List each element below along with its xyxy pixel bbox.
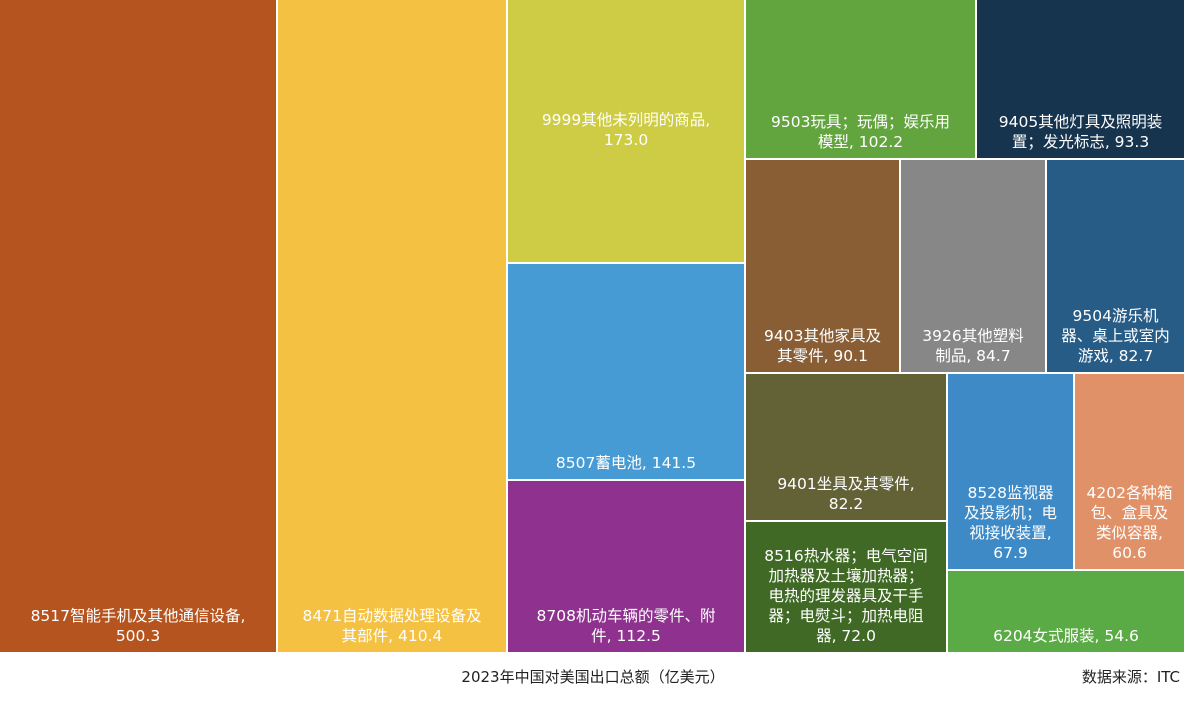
tile-label: 9405其他灯具及照明装	[998, 113, 1163, 131]
treemap-tile: 8708机动车辆的零件、附 件, 112.5	[508, 481, 746, 654]
tile-value: 包、盒具及 类似容器, 60.6	[1090, 504, 1169, 562]
tile-value: 件, 112.5	[591, 627, 661, 645]
tile-label: 9999其他未列明的商品,	[541, 111, 711, 129]
tile-label: 8471自动数据处理设备及	[302, 607, 482, 625]
treemap-tile: 9401坐具及其零件, 82.2	[746, 374, 948, 522]
treemap-tile: 3926其他塑料 制品, 84.7	[901, 160, 1047, 374]
tile-value: 置；发光标志, 93.3	[1011, 133, 1150, 151]
treemap-tile: 8528监视器及投影机；电 视接收装置, 67.9	[948, 374, 1075, 571]
tile-value: 制品, 84.7	[935, 347, 1011, 365]
tile-label: 8507蓄电池, 141.5	[555, 454, 697, 472]
tile-value: 模型, 102.2	[817, 133, 904, 151]
treemap-tile: 9504游乐机器、桌上或室内 游戏, 82.7	[1047, 160, 1186, 374]
tile-value: 500.3	[115, 627, 161, 645]
treemap-tile: 9405其他灯具及照明装 置；发光标志, 93.3	[977, 0, 1186, 160]
treemap-tile: 6204女式服装, 54.6	[948, 571, 1186, 654]
tile-label: 3926其他塑料	[922, 327, 1024, 345]
tile-label: 8528监视器	[967, 484, 1054, 502]
treemap-tile: 4202各种箱包、盒具及 类似容器, 60.6	[1075, 374, 1186, 571]
tile-value: 173.0	[603, 131, 649, 149]
tile-label: 8517智能手机及其他通信设备,	[30, 607, 246, 625]
tile-value: 及投影机；电 视接收装置, 67.9	[963, 504, 1057, 562]
treemap-tile: 8471自动数据处理设备及 其部件, 410.4	[278, 0, 508, 654]
tile-value: 其零件, 90.1	[777, 347, 868, 365]
chart-caption: 2023年中国对美国出口总额（亿美元）	[461, 668, 725, 686]
treemap-tile: 9503玩具；玩偶；娱乐用 模型, 102.2	[746, 0, 977, 160]
treemap-tile: 9999其他未列明的商品, 173.0	[508, 0, 746, 264]
tile-label: 8516热水器；电气空间	[764, 547, 928, 565]
tile-value: 82.2	[828, 495, 864, 513]
treemap-tile: 9403其他家具及 其零件, 90.1	[746, 160, 901, 374]
tile-label: 4202各种箱	[1086, 484, 1173, 502]
tile-label: 6204女式服装, 54.6	[993, 627, 1139, 645]
tile-value: 加热器及土壤加热器； 电热的理发器具及干手 器；电熨斗；加热电阻 器, 72.0	[768, 567, 924, 645]
treemap-tile: 8507蓄电池, 141.5	[508, 264, 746, 481]
tile-label: 9403其他家具及	[764, 327, 881, 345]
tile-label: 8708机动车辆的零件、附	[536, 607, 716, 625]
tile-label: 9504游乐机	[1072, 307, 1159, 325]
chart-source: 数据来源：ITC	[1081, 668, 1180, 686]
treemap-tile: 8516热水器；电气空间加热器及土壤加热器； 电热的理发器具及干手 器；电熨斗；…	[746, 522, 948, 654]
tile-label: 9503玩具；玩偶；娱乐用	[771, 113, 950, 131]
treemap-tile: 8517智能手机及其他通信设备, 500.3	[0, 0, 278, 654]
tile-value: 器、桌上或室内 游戏, 82.7	[1061, 327, 1170, 365]
tile-label: 9401坐具及其零件,	[777, 475, 915, 493]
tile-value: 其部件, 410.4	[341, 627, 443, 645]
